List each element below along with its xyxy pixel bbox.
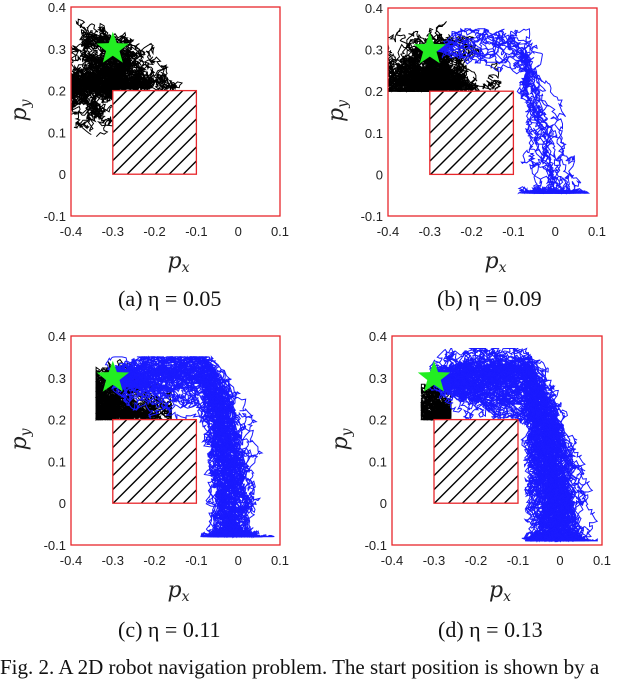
x-tick-label: -0.3 (423, 553, 445, 568)
subcaption-a: (a) η = 0.05 (118, 286, 222, 311)
x-tick-label: 0.1 (588, 224, 606, 239)
start-star-icon (413, 32, 446, 64)
x-tick-label: 0 (552, 224, 559, 239)
panel-b: -0.4 -0.3 -0.2 -0.1 0 0.1 -0.1 0 0.1 0.2 0.3 0.4 px p… (0, 0, 640, 320)
x-tick-label: 0 (556, 553, 563, 568)
blue-trajectories (428, 347, 599, 543)
y-axis-label: py (328, 427, 355, 450)
x-tick-label: -0.4 (377, 224, 399, 239)
y-tick-label: 0.3 (365, 43, 383, 58)
x-tick-label: -0.4 (60, 224, 82, 239)
y-tick-label: 0.4 (48, 0, 66, 15)
x-tick-label: -0.1 (502, 224, 524, 239)
x-tick-label: 0.1 (271, 553, 289, 568)
y-tick-label: 0 (59, 496, 66, 511)
plot-frame (387, 7, 598, 217)
panel-a: -0.4 -0.3 -0.2 -0.1 0 0.1 -0.1 0 0.1 0.2 0.3 0.4 px p… (0, 0, 320, 320)
y-tick-label: 0.2 (365, 84, 383, 99)
x-tick-label: -0.3 (102, 553, 124, 568)
y-tick-label: 0.3 (48, 42, 66, 57)
y-tick-label: 0 (380, 496, 387, 511)
start-star-icon (96, 31, 129, 63)
plot-frame (391, 335, 603, 546)
x-tick-label: 0 (235, 553, 242, 568)
obstacle (433, 418, 519, 504)
x-tick-label: -0.3 (102, 224, 124, 239)
y-tick-label: -0.1 (365, 538, 387, 553)
blue-trajectories (104, 355, 275, 539)
x-tick-label: -0.1 (185, 553, 207, 568)
x-tick-label: -0.1 (185, 224, 207, 239)
blue-trajectories (429, 27, 591, 195)
x-tick-label: -0.2 (143, 553, 165, 568)
y-tick-label: 0.4 (369, 329, 387, 344)
x-tick-label: -0.2 (465, 553, 487, 568)
y-tick-label: 0.1 (365, 126, 383, 141)
x-tick-label: -0.2 (460, 224, 482, 239)
x-tick-label: 0.1 (593, 553, 611, 568)
obstacle (429, 90, 515, 176)
x-tick-label: 0.1 (271, 224, 289, 239)
y-tick-label: 0.1 (48, 454, 66, 469)
subcaption-d: (d) η = 0.13 (438, 617, 543, 642)
y-tick-label: 0.3 (48, 371, 66, 386)
y-tick-label: 0.1 (48, 125, 66, 140)
panel-c: -0.4 -0.3 -0.2 -0.1 0 0.1 -0.1 0 0.1 0.2 0.3 0.4 px p… (0, 0, 320, 672)
y-tick-label: 0.1 (369, 454, 387, 469)
plot-frame (70, 335, 281, 546)
subcaption-b: (b) η = 0.09 (437, 286, 542, 311)
x-tick-label: -0.2 (143, 224, 165, 239)
obstacle (112, 89, 198, 175)
y-tick-label: 0.3 (369, 371, 387, 386)
figure-caption: Fig. 2. A 2D robot navigation problem. T… (0, 655, 600, 679)
subcaption-c: (c) η = 0.11 (118, 617, 221, 642)
y-tick-label: 0 (376, 167, 383, 182)
obstacle (112, 418, 198, 504)
plot-frame (70, 6, 281, 217)
x-tick-label: -0.3 (419, 224, 441, 239)
x-tick-label: -0.4 (60, 553, 82, 568)
y-tick-label: 0.4 (365, 1, 383, 16)
start-star-icon (96, 360, 129, 392)
x-axis-label: px (489, 578, 511, 605)
y-tick-label: 0.2 (48, 413, 66, 428)
x-tick-label: -0.1 (507, 553, 529, 568)
start-star-icon (417, 360, 451, 392)
y-tick-label: 0.2 (48, 84, 66, 99)
black-trajectories (71, 18, 184, 138)
y-tick-label: 0.2 (369, 413, 387, 428)
black-trajectories (388, 21, 502, 93)
x-tick-label: 0 (235, 224, 242, 239)
y-tick-label: -0.1 (361, 209, 383, 224)
y-tick-label: -0.1 (44, 538, 66, 553)
y-tick-label: 0 (59, 167, 66, 182)
y-tick-label: -0.1 (44, 209, 66, 224)
x-tick-label: -0.4 (381, 553, 403, 568)
y-tick-label: 0.4 (48, 329, 66, 344)
